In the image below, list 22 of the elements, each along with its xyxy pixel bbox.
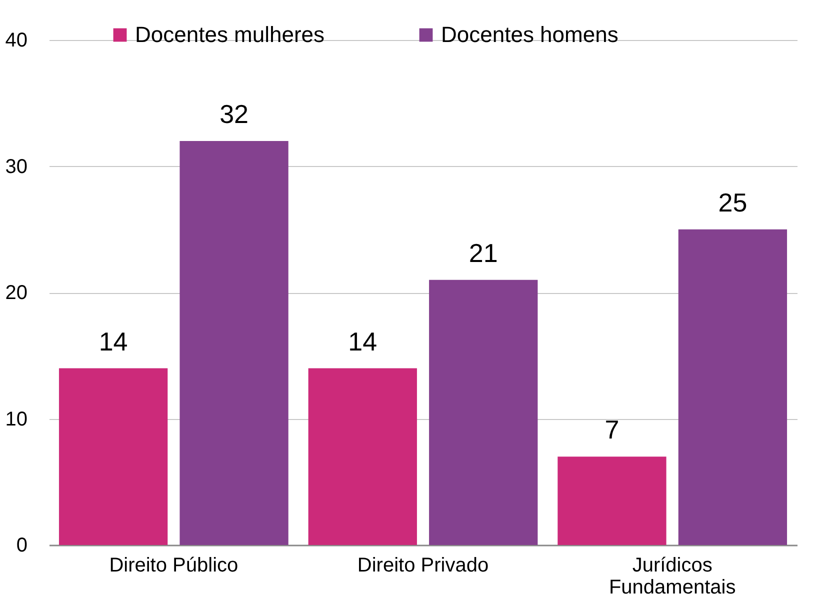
bar xyxy=(308,368,417,545)
x-tick-label: Direito Privado xyxy=(357,554,489,576)
bar xyxy=(558,456,666,545)
bar xyxy=(58,368,168,545)
bar xyxy=(180,141,288,545)
legend-label: Docentes homens xyxy=(441,22,618,47)
y-tick-label: 40 xyxy=(5,30,28,52)
y-tick-label: 30 xyxy=(5,156,28,178)
data-label: 21 xyxy=(468,238,498,268)
bar xyxy=(429,280,538,545)
x-tick-label: Jurídicos Fundamentais xyxy=(608,554,736,598)
data-label: 25 xyxy=(718,187,748,218)
y-tick-label: 20 xyxy=(5,282,28,304)
bar xyxy=(678,229,788,545)
data-label: 32 xyxy=(220,99,248,129)
data-label: 14 xyxy=(348,326,378,356)
legend-label: Docentes mulheres xyxy=(135,22,325,47)
y-tick-label: 0 xyxy=(16,534,28,556)
x-tick-label: Direito Público xyxy=(109,554,238,576)
y-tick-label: 10 xyxy=(5,408,28,430)
data-label: 7 xyxy=(604,414,620,445)
data-label: 14 xyxy=(98,326,128,356)
